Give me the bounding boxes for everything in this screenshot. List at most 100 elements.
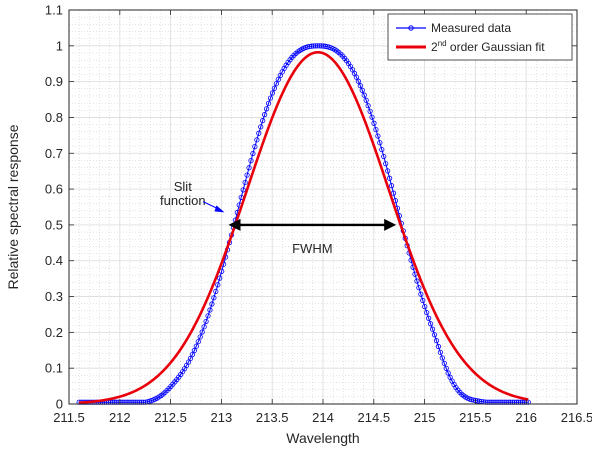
- measured-data-point: [363, 97, 369, 103]
- measured-data-point: [320, 43, 326, 49]
- measured-data-point: [381, 153, 387, 160]
- measured-data-point: [416, 285, 422, 291]
- y-tick-label: 0.2: [45, 325, 63, 340]
- measured-data-point: [431, 332, 438, 338]
- measured-data-point: [369, 114, 375, 120]
- measured-data-point: [265, 100, 272, 106]
- x-axis-title: Wavelength: [286, 430, 359, 446]
- x-tick-label: 213.5: [256, 410, 289, 425]
- x-tick-label: 215.5: [459, 410, 492, 425]
- measured-data-point: [445, 370, 451, 376]
- measured-data-point: [209, 301, 215, 307]
- measured-data-point: [215, 282, 221, 288]
- x-tick-label: 212: [109, 410, 131, 425]
- measured-data-point: [248, 157, 254, 164]
- measured-data-point: [318, 43, 324, 49]
- measured-data-point: [441, 360, 447, 366]
- legend-marker-measured: [408, 25, 414, 31]
- x-tick-label: 214: [312, 410, 334, 425]
- measured-data-point: [361, 92, 367, 98]
- measured-data-point: [240, 187, 246, 193]
- measured-data-point: [199, 329, 205, 335]
- y-tick-label: 0.9: [45, 74, 63, 89]
- fwhm-label: FWHM: [292, 241, 332, 256]
- y-tick-label: 0.8: [45, 110, 63, 125]
- measured-data-point: [312, 43, 319, 49]
- measured-data-point: [250, 150, 256, 157]
- measured-data-point: [387, 175, 393, 181]
- x-tick-label: 215: [414, 410, 436, 425]
- x-tick-label: 214.5: [358, 410, 391, 425]
- measured-data-point: [193, 343, 199, 349]
- slit-function-arrowhead: [214, 205, 225, 213]
- measured-data-point: [195, 339, 201, 345]
- legend-label-gaussian-fit: 2nd order Gaussian fit: [431, 39, 545, 54]
- measured-data-point: [422, 304, 428, 310]
- measured-data-point: [203, 318, 209, 325]
- legend-label-fit-superscript: nd: [438, 39, 447, 48]
- measured-data-point: [414, 278, 420, 284]
- measured-data-point: [420, 297, 426, 304]
- measured-data-point: [197, 334, 203, 340]
- measured-data-point: [267, 95, 274, 101]
- measured-data-point: [308, 43, 315, 49]
- measured-data-point: [310, 43, 317, 49]
- measured-data-point: [377, 140, 383, 146]
- measured-data-point: [269, 90, 276, 96]
- legend-label-fit-rest: order Gaussian fit: [447, 40, 546, 54]
- measured-data-point: [379, 146, 385, 153]
- measured-data-point: [439, 355, 445, 361]
- series-layer: [76, 43, 531, 405]
- fwhm-arrowhead-right: [384, 218, 397, 231]
- measured-data-point: [355, 78, 361, 84]
- measured-data-point: [246, 165, 252, 171]
- legend-entry-gaussian-fit: 2nd order Gaussian fit: [396, 39, 545, 54]
- measured-data-point: [365, 103, 371, 109]
- measured-data-point: [437, 349, 443, 355]
- measured-data-point: [258, 124, 264, 130]
- measured-data-point: [428, 321, 434, 327]
- annotation-layer: Slit function FWHM: [160, 179, 397, 256]
- measured-data-point: [433, 338, 440, 344]
- y-tick-label: 0.6: [45, 182, 63, 197]
- measured-data-point: [205, 313, 211, 319]
- legend-label-fit-order: 2: [431, 40, 438, 54]
- y-tick-label: 0.3: [45, 289, 63, 304]
- x-tick-label: 213: [211, 410, 233, 425]
- y-tick-label: 0.4: [45, 253, 63, 268]
- measured-data-point: [273, 81, 279, 87]
- y-tick-label: 0: [56, 397, 63, 412]
- measured-data-point: [244, 172, 250, 178]
- measured-data-point: [443, 365, 449, 371]
- measured-data-point: [418, 291, 424, 297]
- measured-data-point: [424, 309, 430, 316]
- measured-data-point: [426, 315, 432, 321]
- measured-data-point: [213, 288, 219, 295]
- x-tick-label: 212.5: [154, 410, 187, 425]
- legend-box: [387, 13, 573, 61]
- measured-data-point: [385, 168, 391, 174]
- y-tick-label: 0.5: [45, 217, 63, 232]
- measured-data-point: [388, 183, 395, 189]
- plot-area: Slit function FWHM 211.5 212 212.5 213 213.5…: [45, 3, 592, 426]
- measured-data-point: [373, 126, 379, 133]
- measured-data-point: [256, 130, 262, 136]
- y-tick-label: 0.1: [45, 361, 63, 376]
- measured-data-point: [375, 133, 381, 139]
- legend-entry-measured: Measured data: [396, 21, 511, 35]
- measured-data-point: [260, 118, 266, 124]
- series-measured-markers: [76, 43, 531, 405]
- measured-data-point: [217, 275, 223, 281]
- x-tick-label: 211.5: [53, 410, 85, 425]
- legend-label-measured: Measured data: [431, 21, 511, 35]
- measured-data-point: [207, 307, 213, 313]
- tick-layer: 211.5 212 212.5 213 213.5 214 214.5 215 215.5 216…: [45, 3, 592, 426]
- slit-function-label-line1: Slit: [174, 179, 192, 194]
- measured-data-point: [429, 326, 436, 332]
- measured-data-point: [357, 83, 363, 89]
- x-tick-label: 216: [515, 410, 537, 425]
- measured-data-point: [211, 295, 217, 301]
- y-axis-title: Relative spectral response: [5, 124, 21, 289]
- measured-data-point: [189, 351, 195, 358]
